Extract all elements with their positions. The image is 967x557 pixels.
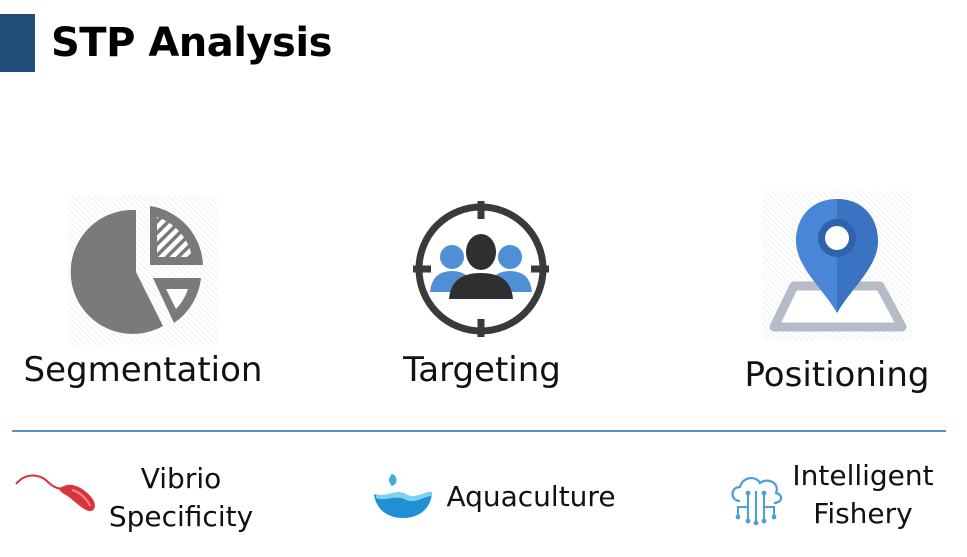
feature-line-vibrio: Vibrio [140,462,222,495]
target-audience-icon [407,197,557,347]
feature-line-aquaculture: Aquaculture [446,480,616,513]
water-wave-icon [372,470,434,524]
bacterium-icon [14,470,100,520]
feature-aquaculture: Aquaculture [372,460,632,540]
pillar-label-targeting: Targeting [403,350,561,390]
pillar-segmentation: Segmentation [3,195,283,405]
feature-vibrio-specificity: Vibrio Specificity [14,460,274,540]
cloud-network-icon [726,471,786,529]
title-accent-bar [0,14,35,72]
pillar-label-segmentation: Segmentation [23,350,263,390]
feature-line-specificity: Specificity [108,500,254,533]
pillar-label-positioning: Positioning [744,355,930,395]
map-pin-icon [762,191,912,341]
feature-line-fishery: Fishery [813,497,913,530]
pillar-positioning: Positioning [697,191,967,405]
feature-text-intelligent-fishery: Intelligent Fishery [788,457,938,533]
pie-chart-icon [68,195,218,345]
section-divider [12,430,946,432]
pillar-targeting: Targeting [342,195,622,405]
feature-text-vibrio: Vibrio Specificity [106,460,256,536]
feature-text-aquaculture: Aquaculture [442,478,620,516]
feature-intelligent-fishery: Intelligent Fishery [726,457,956,537]
page-title: STP Analysis [51,20,332,66]
feature-line-intelligent: Intelligent [792,459,934,492]
